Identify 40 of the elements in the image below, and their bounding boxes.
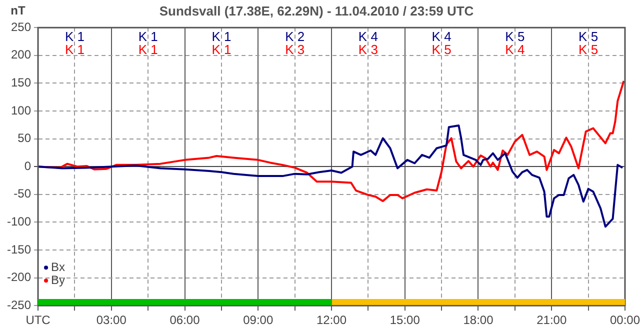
annotation: K 3 (358, 42, 378, 58)
y-tick-label: -100 (6, 214, 32, 229)
annotation: K 1 (138, 29, 158, 44)
annotation: K 2 (285, 29, 305, 44)
annotation: K 3 (285, 42, 305, 58)
y-axis-title: nT (10, 3, 26, 18)
y-tick-label: -50 (14, 186, 32, 201)
annotation: K 4 (432, 29, 452, 44)
y-tick-label: -200 (6, 270, 32, 284)
x-tick-label: 03:00 (96, 313, 127, 328)
y-tick-label: 250 (10, 20, 32, 34)
y-tick-label: -150 (6, 242, 32, 256)
x-tick-label: 00:00 (610, 313, 640, 328)
x-tick-label: 15:00 (390, 313, 420, 328)
y-tick-label: 150 (10, 76, 32, 90)
y-tick-label: 0 (24, 158, 32, 173)
legend-label: Bx (51, 260, 66, 274)
annotation: K 5 (432, 42, 452, 58)
annotation: K 1 (64, 42, 84, 58)
x-tick-label: 12:00 (316, 313, 347, 328)
annotation: K 4 (358, 29, 378, 44)
y-tick-label: -250 (6, 298, 32, 312)
annotation: K 1 (64, 29, 84, 44)
x-tick-label: 09:00 (243, 313, 274, 328)
annotation: K 1 (138, 42, 158, 58)
y-tick-label: 200 (10, 48, 32, 62)
x-tick-label: UTC (26, 313, 51, 328)
annotation: K 5 (578, 29, 598, 44)
legend-label: By (51, 272, 66, 287)
y-tick-label: 100 (10, 103, 32, 118)
annotation: K 5 (578, 42, 598, 58)
annotation: K 4 (505, 42, 525, 58)
annotation: K 1 (212, 42, 232, 58)
x-tick-label: 18:00 (463, 313, 494, 328)
chart-title: Sundsvall (17.38E, 62.29N) - 11.04.2010 / 23:59 UTC (159, 3, 474, 18)
annotation: K 5 (505, 29, 525, 44)
y-tick-label: 50 (18, 131, 32, 146)
annotation: K 1 (212, 29, 232, 44)
x-tick-label: 21:00 (536, 313, 567, 328)
x-tick-label: 06:00 (170, 313, 200, 328)
